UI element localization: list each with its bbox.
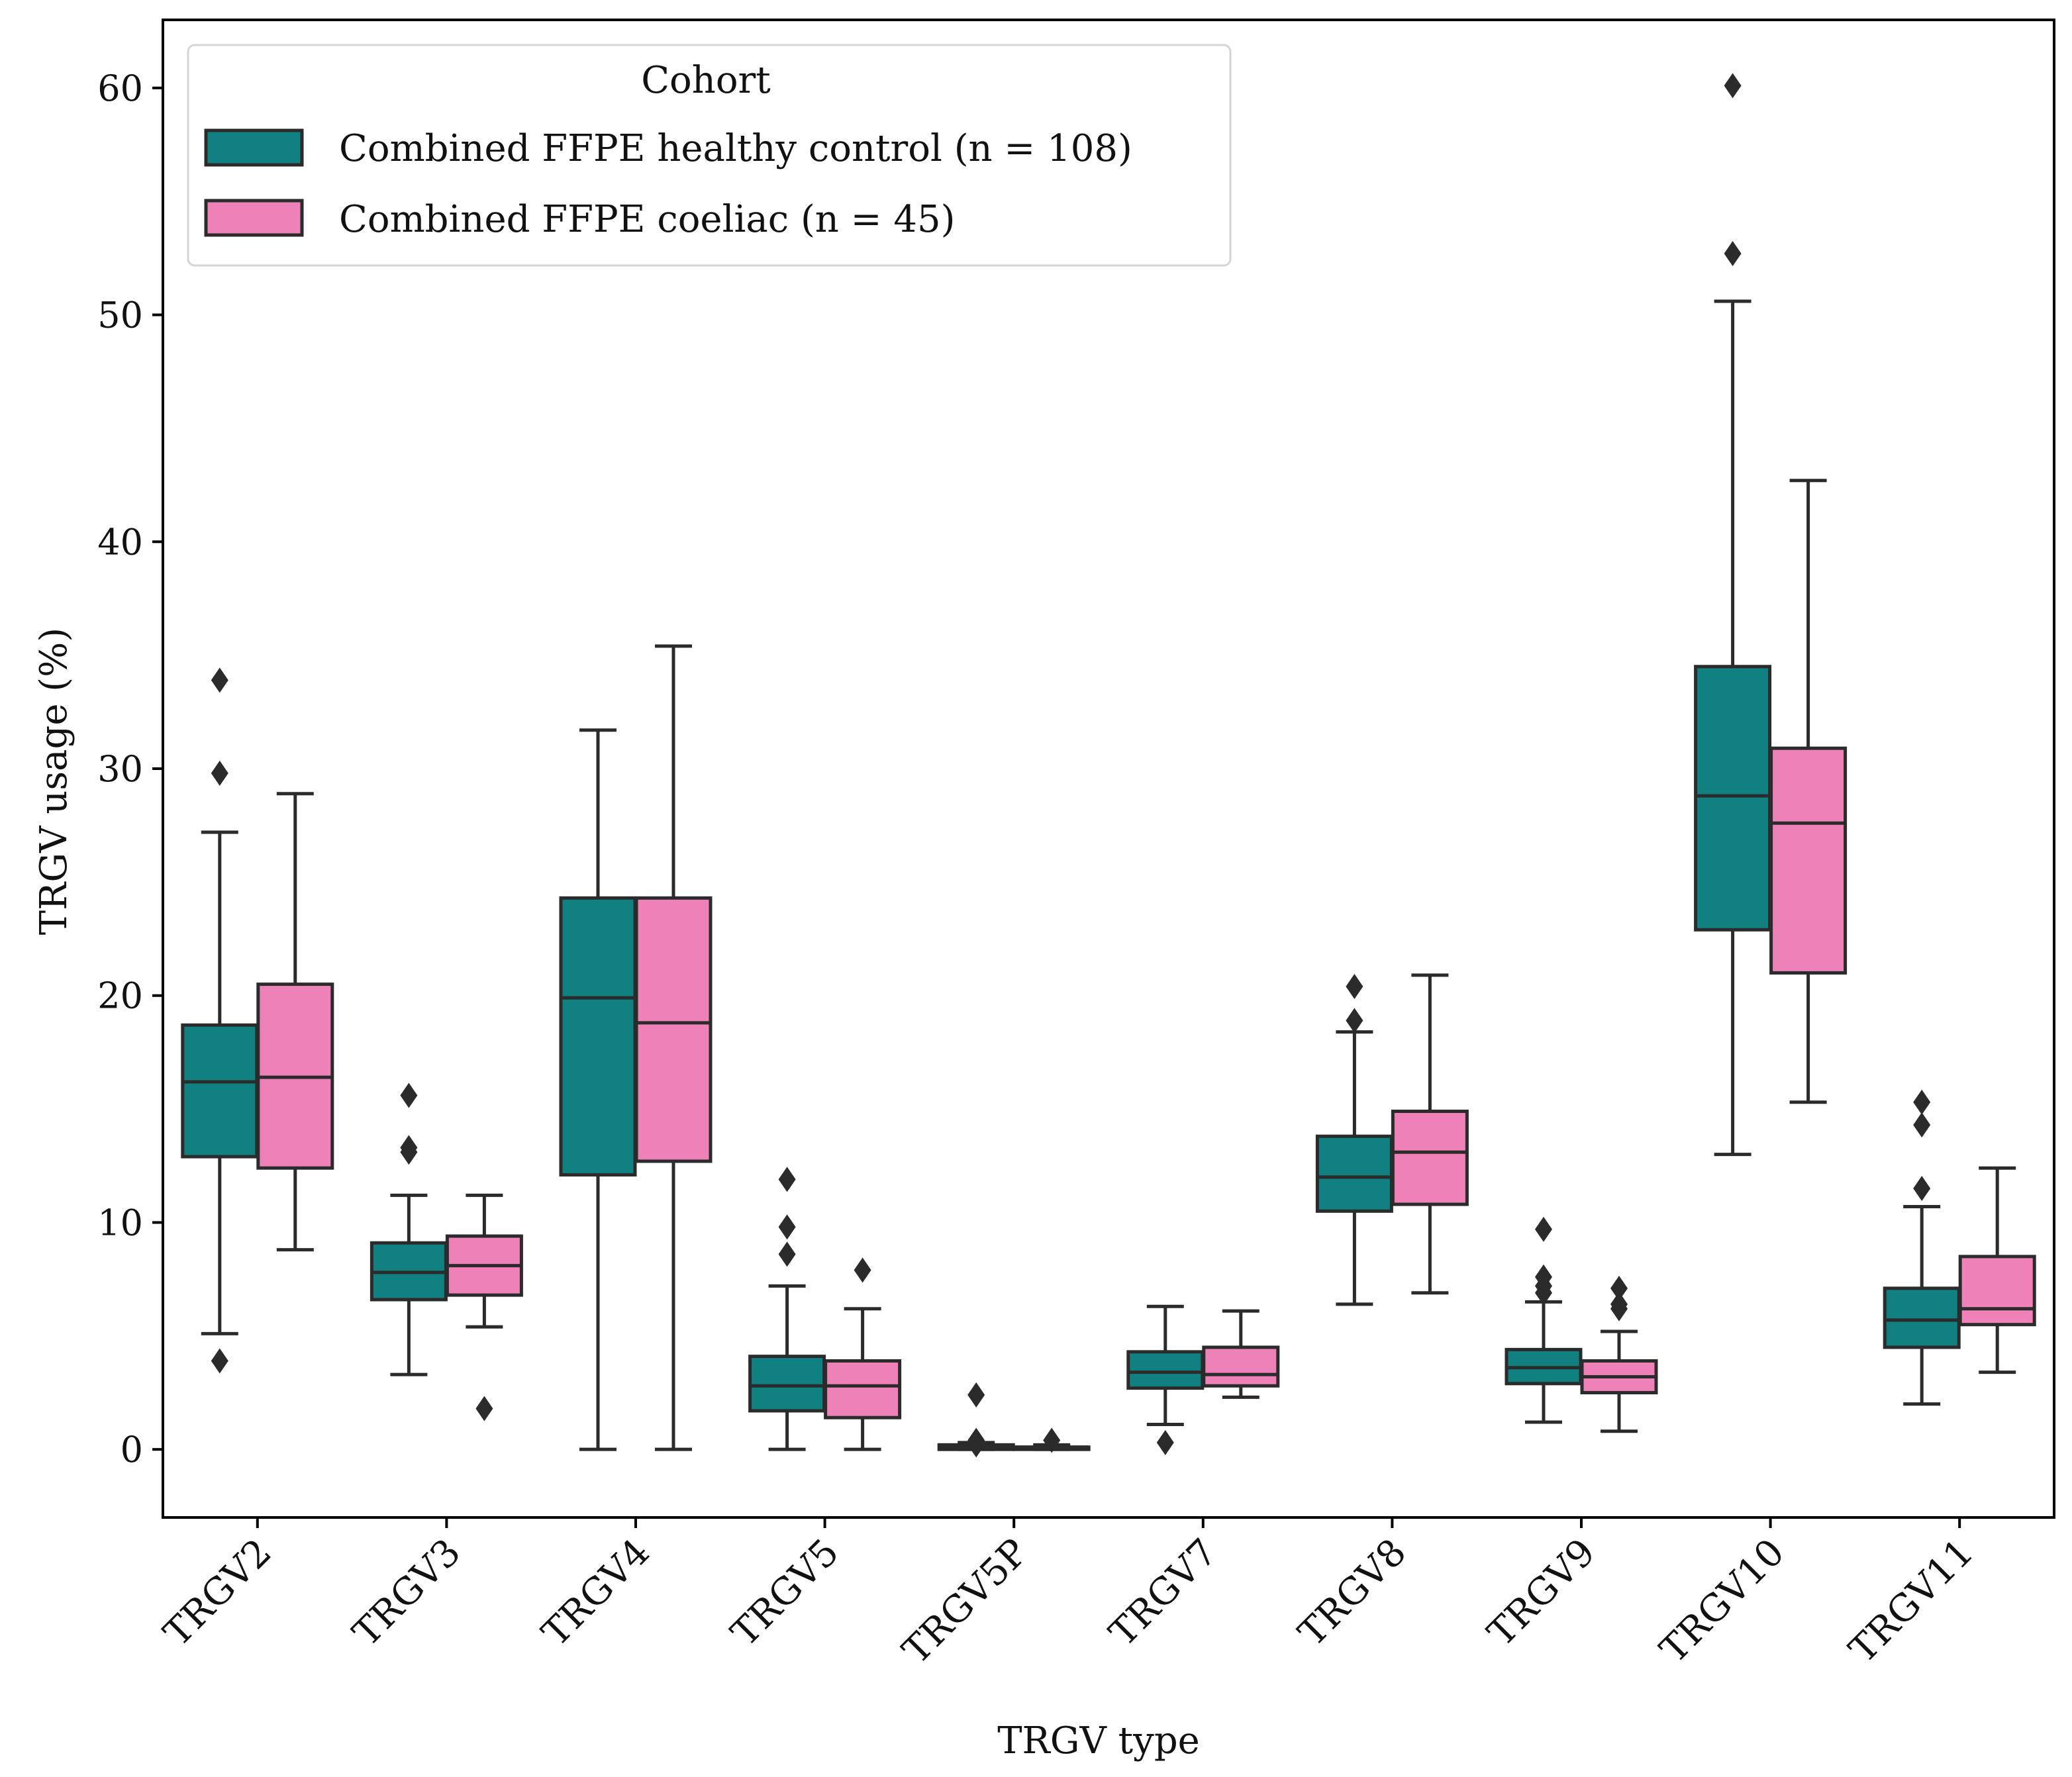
x-tick-label-trgv8: TRGV8 bbox=[1291, 1531, 1415, 1655]
box-trgv3-coeliac bbox=[445, 1193, 523, 1421]
box-trgv8-coeliac bbox=[1391, 973, 1469, 1295]
box-trgv8-healthy-control bbox=[1315, 974, 1393, 1306]
outlier-point bbox=[1610, 1275, 1628, 1301]
x-tick-label-trgv5p: TRGV5P bbox=[895, 1531, 1036, 1672]
box-body bbox=[634, 896, 713, 1163]
box-trgv7-coeliac bbox=[1202, 1309, 1280, 1399]
x-tick-label-trgv9: TRGV9 bbox=[1479, 1531, 1604, 1655]
outlier-point bbox=[400, 1082, 418, 1108]
box-trgv5p-coeliac bbox=[1012, 1427, 1091, 1453]
outlier-point bbox=[967, 1427, 985, 1453]
box-body bbox=[559, 896, 637, 1177]
outlier-point bbox=[211, 1348, 228, 1374]
box-trgv10-healthy-control bbox=[1694, 73, 1772, 1157]
outlier-point bbox=[475, 1396, 493, 1421]
outlier-point bbox=[967, 1382, 985, 1408]
box-trgv9-healthy-control bbox=[1505, 1216, 1583, 1424]
legend: Cohort Combined FFPE healthy control (n … bbox=[187, 44, 1232, 267]
outlier-point bbox=[778, 1214, 796, 1240]
outlier-point bbox=[1724, 241, 1742, 267]
outlier-point bbox=[211, 667, 228, 693]
y-tick-label: 20 bbox=[97, 975, 143, 1017]
x-tick-label-trgv7: TRGV7 bbox=[1101, 1531, 1226, 1655]
legend-swatch-coeliac bbox=[204, 199, 304, 237]
outlier-point bbox=[1156, 1429, 1174, 1455]
legend-label-healthy-control: Combined FFPE healthy control (n = 108) bbox=[339, 127, 1132, 170]
outlier-point bbox=[1913, 1112, 1931, 1138]
box-body bbox=[1769, 746, 1848, 975]
x-tick-label-trgv2: TRGV2 bbox=[156, 1531, 280, 1655]
box-trgv7-healthy-control bbox=[1126, 1304, 1205, 1455]
legend-title: Cohort bbox=[641, 59, 771, 102]
legend-frame bbox=[187, 44, 1232, 267]
box-body bbox=[1958, 1255, 2036, 1327]
outlier-point bbox=[778, 1241, 796, 1267]
box-trgv5p-healthy-control bbox=[937, 1382, 1015, 1458]
outlier-point bbox=[854, 1257, 871, 1283]
outlier-point bbox=[211, 760, 228, 786]
outlier-point bbox=[1346, 974, 1363, 1000]
y-tick-label: 50 bbox=[97, 295, 143, 336]
box-trgv3-healthy-control bbox=[370, 1082, 448, 1376]
outlier-point bbox=[1535, 1216, 1552, 1242]
outlier-point bbox=[1913, 1176, 1931, 1202]
outlier-point bbox=[1043, 1427, 1061, 1453]
box-trgv2-healthy-control bbox=[181, 667, 259, 1374]
box-trgv2-coeliac bbox=[256, 792, 334, 1252]
outlier-point bbox=[1913, 1089, 1931, 1115]
y-axis-label: TRGV usage (%) bbox=[32, 628, 75, 935]
box-trgv4-healthy-control bbox=[559, 728, 637, 1451]
y-tick-label: 10 bbox=[97, 1202, 143, 1243]
box-body bbox=[181, 1023, 259, 1159]
y-tick-label: 0 bbox=[121, 1429, 143, 1470]
x-tick-label-trgv4: TRGV4 bbox=[534, 1531, 658, 1655]
legend-label-coeliac: Combined FFPE coeliac (n = 45) bbox=[339, 198, 955, 241]
outlier-point bbox=[400, 1135, 418, 1161]
box-body bbox=[1202, 1345, 1280, 1388]
outlier-point bbox=[778, 1167, 796, 1192]
x-tick-label-trgv3: TRGV3 bbox=[345, 1531, 469, 1655]
outlier-point bbox=[1346, 1008, 1363, 1033]
y-tick-label: 30 bbox=[97, 748, 143, 790]
box-trgv11-coeliac bbox=[1958, 1166, 2036, 1374]
box-trgv5-coeliac bbox=[824, 1257, 902, 1451]
outlier-point bbox=[1535, 1264, 1552, 1290]
box-trgv10-coeliac bbox=[1769, 479, 1848, 1104]
box-trgv9-coeliac bbox=[1580, 1275, 1658, 1433]
outlier-point bbox=[1610, 1291, 1628, 1317]
box-body bbox=[1391, 1110, 1469, 1206]
box-body bbox=[1315, 1134, 1393, 1213]
box-body bbox=[1126, 1350, 1205, 1390]
legend-swatch-healthy-control bbox=[204, 128, 304, 167]
y-tick-label: 40 bbox=[97, 521, 143, 563]
x-axis-label: TRGV type bbox=[997, 1719, 1200, 1762]
x-tick-label-trgv10: TRGV10 bbox=[1652, 1531, 1793, 1672]
box-trgv5-healthy-control bbox=[748, 1167, 826, 1451]
box-trgv11-healthy-control bbox=[1883, 1089, 1961, 1406]
box-body bbox=[824, 1359, 902, 1419]
box-body bbox=[748, 1355, 826, 1413]
box-body bbox=[1883, 1286, 1961, 1349]
outlier-point bbox=[1724, 73, 1742, 99]
box-trgv4-coeliac bbox=[634, 644, 713, 1451]
y-tick-label: 60 bbox=[97, 68, 143, 109]
box-body bbox=[1694, 665, 1772, 932]
x-tick-label-trgv5: TRGV5 bbox=[723, 1531, 848, 1655]
x-tick-label-trgv11: TRGV11 bbox=[1841, 1531, 1982, 1672]
